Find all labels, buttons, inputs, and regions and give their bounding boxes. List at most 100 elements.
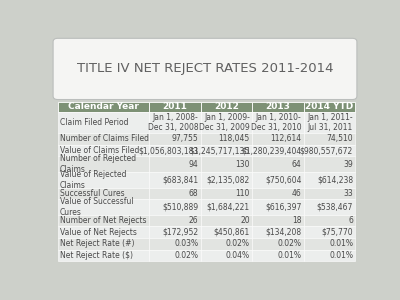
Text: 46: 46 <box>292 189 302 198</box>
Text: $134,208: $134,208 <box>265 228 302 237</box>
Bar <box>200 102 252 112</box>
Text: 112,614: 112,614 <box>270 134 302 143</box>
Bar <box>252 172 304 188</box>
Text: $1,684,221: $1,684,221 <box>207 202 250 211</box>
Text: Number of Rejected
Claims: Number of Rejected Claims <box>60 154 136 174</box>
Text: Jan 1, 2008-
Dec 31, 2008: Jan 1, 2008- Dec 31, 2008 <box>148 113 198 132</box>
Text: Value of Claims Filed: Value of Claims Filed <box>60 146 139 155</box>
Bar <box>58 133 149 145</box>
Text: 26: 26 <box>189 216 198 225</box>
Text: 68: 68 <box>189 189 198 198</box>
Bar <box>58 172 149 188</box>
Bar <box>304 188 355 199</box>
Text: 110: 110 <box>236 189 250 198</box>
Bar <box>200 250 252 261</box>
Text: Value of Rejected
Claims: Value of Rejected Claims <box>60 170 126 190</box>
Bar <box>304 215 355 226</box>
Text: 0.01%: 0.01% <box>278 251 302 260</box>
Bar <box>252 156 304 172</box>
Text: Number of Net Rejects: Number of Net Rejects <box>60 216 146 225</box>
Text: Claim Filed Period: Claim Filed Period <box>60 118 128 127</box>
Bar <box>200 226 252 238</box>
Bar <box>252 188 304 199</box>
Bar <box>58 188 149 199</box>
Bar <box>252 215 304 226</box>
Text: Net Reject Rate ($): Net Reject Rate ($) <box>60 251 133 260</box>
Bar <box>304 145 355 156</box>
Bar <box>58 145 149 156</box>
Text: 33: 33 <box>343 189 353 198</box>
Bar <box>149 188 200 199</box>
Bar <box>58 226 149 238</box>
Text: 2011: 2011 <box>162 102 187 111</box>
Bar <box>149 250 200 261</box>
Text: 2013: 2013 <box>266 102 290 111</box>
Text: $683,841: $683,841 <box>162 175 198 184</box>
Bar <box>304 226 355 238</box>
Text: $510,889: $510,889 <box>162 202 198 211</box>
Bar <box>200 145 252 156</box>
Text: $538,467: $538,467 <box>317 202 353 211</box>
Bar <box>252 226 304 238</box>
Bar <box>149 145 200 156</box>
Bar <box>304 238 355 250</box>
Bar <box>149 133 200 145</box>
Bar <box>252 112 304 133</box>
Text: $1,280,239,404: $1,280,239,404 <box>241 146 302 155</box>
Text: 0.01%: 0.01% <box>329 239 353 248</box>
Text: 0.04%: 0.04% <box>226 251 250 260</box>
Bar <box>200 199 252 215</box>
Bar <box>149 172 200 188</box>
Text: $172,952: $172,952 <box>162 228 198 237</box>
Bar <box>200 238 252 250</box>
Text: $614,238: $614,238 <box>317 175 353 184</box>
Text: $616,397: $616,397 <box>265 202 302 211</box>
Text: 130: 130 <box>236 160 250 169</box>
Text: 39: 39 <box>343 160 353 169</box>
Bar <box>252 133 304 145</box>
Text: Jan 1, 2010-
Dec 31, 2010: Jan 1, 2010- Dec 31, 2010 <box>251 113 302 132</box>
Bar <box>304 102 355 112</box>
Bar <box>149 199 200 215</box>
Text: $980,557,672: $980,557,672 <box>300 146 353 155</box>
Bar <box>149 215 200 226</box>
Bar <box>149 226 200 238</box>
Text: 18: 18 <box>292 216 302 225</box>
Text: $75,770: $75,770 <box>322 228 353 237</box>
Text: $1,245,717,135: $1,245,717,135 <box>190 146 250 155</box>
Text: 20: 20 <box>240 216 250 225</box>
Text: 6: 6 <box>348 216 353 225</box>
Bar <box>200 172 252 188</box>
Text: 94: 94 <box>189 160 198 169</box>
Bar <box>149 112 200 133</box>
Bar <box>58 112 149 133</box>
Text: 2014 YTD: 2014 YTD <box>305 102 354 111</box>
Text: 97,755: 97,755 <box>172 134 198 143</box>
Text: 2012: 2012 <box>214 102 239 111</box>
Text: Calendar Year: Calendar Year <box>68 102 139 111</box>
Bar <box>252 238 304 250</box>
Bar <box>252 199 304 215</box>
Bar <box>304 172 355 188</box>
Bar <box>304 156 355 172</box>
Text: 0.02%: 0.02% <box>278 239 302 248</box>
Bar <box>304 250 355 261</box>
Text: 64: 64 <box>292 160 302 169</box>
Bar <box>149 102 200 112</box>
Text: Value of Net Rejects: Value of Net Rejects <box>60 228 137 237</box>
Bar <box>252 250 304 261</box>
Bar <box>58 156 149 172</box>
Bar <box>304 112 355 133</box>
Bar <box>58 250 149 261</box>
Text: 0.03%: 0.03% <box>174 239 198 248</box>
Text: 0.02%: 0.02% <box>226 239 250 248</box>
Bar <box>58 199 149 215</box>
Bar <box>58 238 149 250</box>
Text: $750,604: $750,604 <box>265 175 302 184</box>
Text: 0.02%: 0.02% <box>174 251 198 260</box>
Bar <box>149 238 200 250</box>
Bar <box>58 215 149 226</box>
Text: 0.01%: 0.01% <box>329 251 353 260</box>
Text: Successful Cures: Successful Cures <box>60 189 124 198</box>
Bar <box>200 215 252 226</box>
